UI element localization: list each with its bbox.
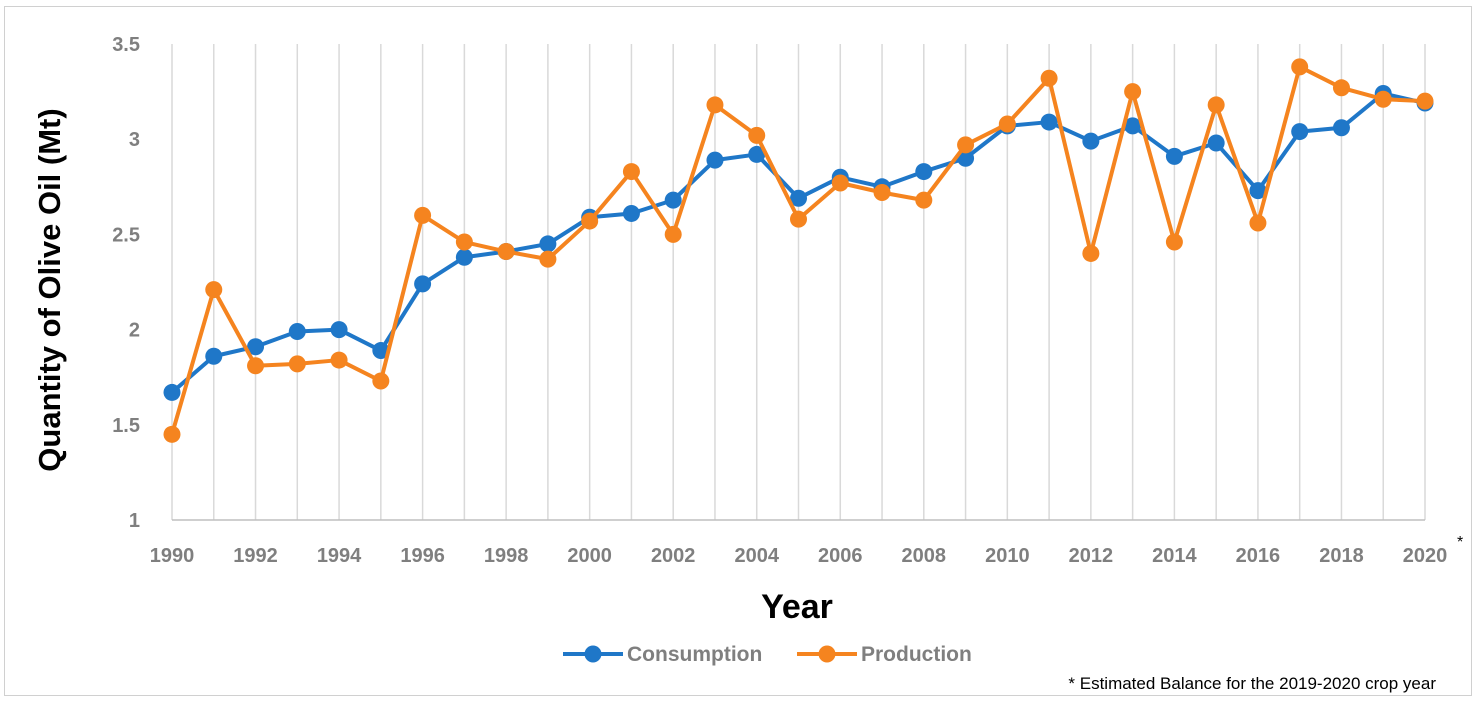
production-point-1991 [205, 281, 223, 299]
vertical-gridlines [171, 44, 1426, 520]
x-tick-label: 2016 [1236, 545, 1281, 567]
consumption-point-1997 [455, 248, 473, 266]
x-tick-label: 1992 [233, 545, 278, 567]
consumption-point-2016 [1249, 182, 1267, 200]
production-point-2012 [1082, 244, 1100, 262]
x-tick-label: 2002 [651, 545, 696, 567]
consumption-point-2009 [957, 149, 975, 167]
x-tick-label: 2004 [734, 545, 779, 567]
consumption-point-2017 [1291, 123, 1309, 141]
production-point-1992 [247, 357, 265, 375]
production-point-2010 [998, 115, 1016, 133]
production-point-2009 [957, 136, 975, 154]
consumption-point-2004 [748, 145, 766, 163]
production-point-1996 [414, 206, 432, 224]
x-tick-label: 2018 [1319, 545, 1364, 567]
x-tick-footnote-marker: * [1457, 534, 1463, 551]
legend-item-production: Production [797, 643, 972, 666]
production-point-2003 [706, 96, 724, 114]
production-point-2014 [1165, 233, 1183, 251]
consumption-point-1991 [205, 347, 223, 365]
production-point-1995 [372, 372, 390, 390]
legend-swatch-marker [584, 645, 602, 663]
y-tick-label: 1 [129, 510, 140, 532]
production-point-2019 [1374, 90, 1392, 108]
consumption-point-2011 [1040, 113, 1058, 131]
x-axis-ticks: 1990 1992 1994 1996 1998 2000 2002 2004 2006 2008… [150, 534, 1463, 567]
y-tick-label: 2.5 [112, 224, 140, 246]
x-tick-label: 1990 [150, 545, 195, 567]
series-consumption [163, 85, 1434, 401]
x-tick-label: 2014 [1152, 545, 1197, 567]
consumption-point-2003 [706, 151, 724, 169]
consumption-point-2014 [1165, 147, 1183, 165]
production-point-2001 [622, 163, 640, 181]
series-layer [163, 58, 1434, 443]
consumption-point-1994 [330, 321, 348, 339]
x-tick-label: 2012 [1069, 545, 1114, 567]
production-point-2017 [1291, 58, 1309, 76]
consumption-point-1995 [372, 342, 390, 360]
consumption-point-2001 [622, 204, 640, 222]
production-point-2020 [1416, 92, 1434, 110]
x-tick-label: 1998 [484, 545, 529, 567]
production-point-2002 [664, 225, 682, 243]
production-point-1990 [163, 425, 181, 443]
x-tick-label: 2000 [567, 545, 612, 567]
production-point-2000 [581, 212, 599, 230]
production-point-1997 [455, 233, 473, 251]
x-tick-label: 1996 [400, 545, 445, 567]
consumption-point-1990 [163, 383, 181, 401]
x-axis-title: Year [761, 588, 833, 626]
production-point-2005 [790, 210, 807, 228]
consumption-point-2008 [915, 163, 933, 181]
production-point-2006 [831, 174, 849, 192]
production-point-2011 [1040, 69, 1058, 87]
consumption-point-2002 [664, 191, 682, 209]
legend-label-production: Production [861, 643, 972, 666]
consumption-point-2005 [790, 189, 807, 207]
consumption-point-1999 [539, 235, 557, 253]
consumption-point-1992 [247, 338, 265, 356]
production-point-2015 [1207, 96, 1225, 114]
x-tick-label: 2020 [1403, 545, 1448, 567]
series-production [163, 58, 1434, 443]
legend: Consumption Production [563, 643, 972, 666]
production-point-2008 [915, 191, 933, 209]
consumption-point-2018 [1332, 119, 1350, 137]
production-point-1994 [330, 351, 348, 369]
y-tick-label: 3 [129, 129, 140, 151]
legend-item-consumption: Consumption [563, 643, 762, 666]
x-tick-label: 1994 [317, 545, 362, 567]
x-tick-label: 2006 [818, 545, 863, 567]
production-point-2013 [1124, 83, 1142, 101]
production-point-1993 [288, 355, 306, 373]
y-axis-ticks: 1 1.5 2 2.5 3 3.5 [112, 34, 140, 532]
production-point-2016 [1249, 214, 1267, 232]
consumption-point-1993 [288, 323, 306, 341]
production-point-2004 [748, 126, 766, 144]
legend-label-consumption: Consumption [627, 643, 762, 666]
production-point-2018 [1332, 79, 1350, 97]
x-tick-label: 2008 [902, 545, 947, 567]
production-point-1998 [497, 243, 515, 261]
footnote: * Estimated Balance for the 2019-2020 cr… [1068, 674, 1436, 693]
x-tick-label: 2010 [985, 545, 1030, 567]
y-tick-label: 2 [129, 320, 140, 342]
production-point-1999 [539, 250, 557, 268]
y-tick-label: 3.5 [112, 34, 140, 56]
y-tick-label: 1.5 [112, 415, 140, 437]
y-axis-title: Quantity of Olive Oil (Mt) [32, 108, 67, 471]
production-point-2007 [873, 184, 891, 202]
consumption-point-2013 [1124, 117, 1142, 135]
legend-swatch-marker [818, 645, 836, 663]
consumption-point-2015 [1207, 134, 1225, 152]
consumption-point-2012 [1082, 132, 1100, 150]
consumption-point-1996 [414, 275, 432, 293]
